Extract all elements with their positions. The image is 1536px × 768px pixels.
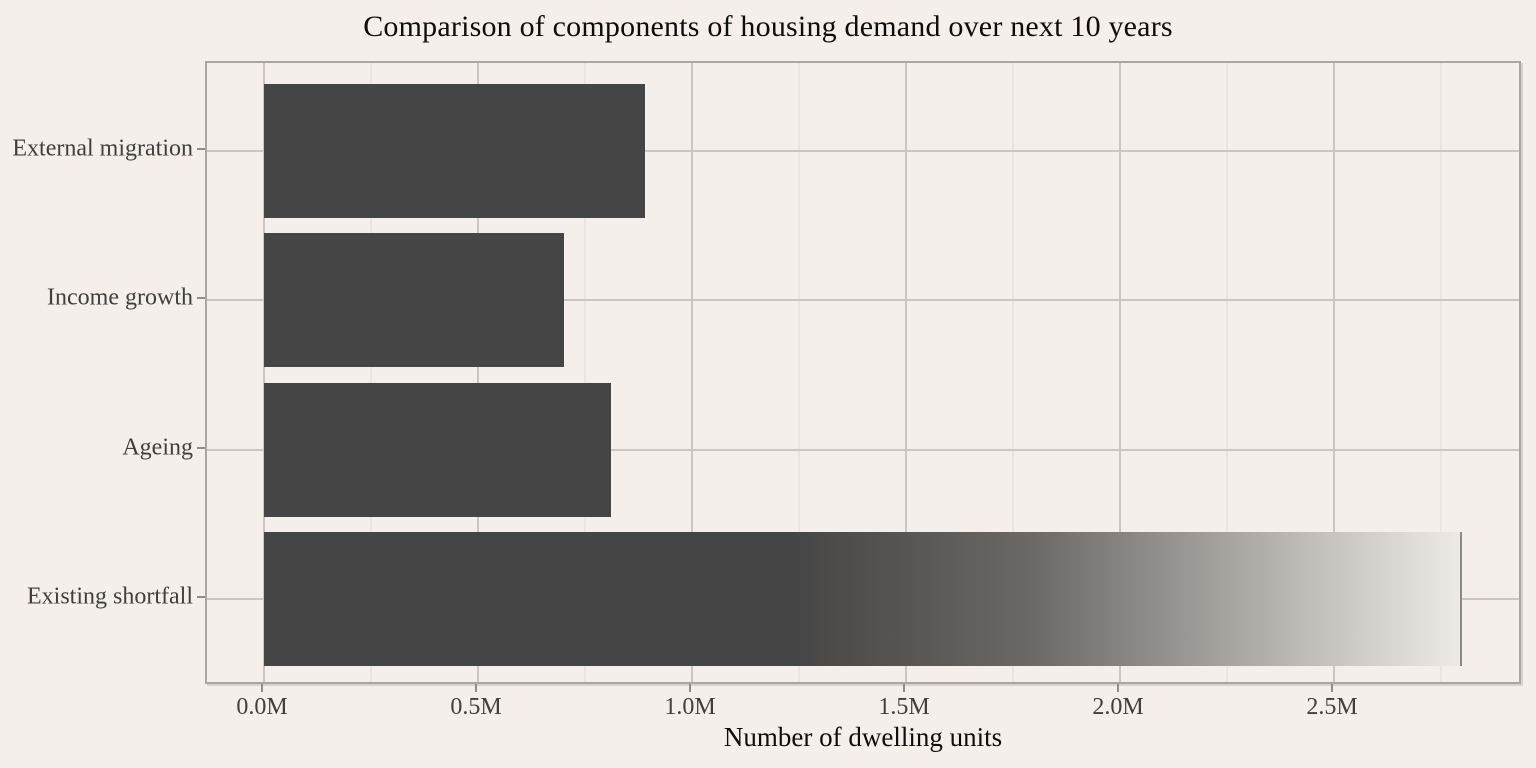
gridline-vertical-major: [263, 63, 265, 682]
y-axis-tick: [197, 446, 205, 449]
plot-panel: [205, 61, 1521, 684]
x-axis-tick: [903, 684, 905, 692]
bar-ageing: [264, 382, 611, 517]
x-axis-tick-label: 1.5M: [878, 694, 930, 720]
x-axis-tick: [1331, 684, 1333, 692]
gridline-vertical-major: [1333, 63, 1335, 682]
gridline-vertical-minor: [1440, 63, 1442, 682]
x-axis-tick: [1117, 684, 1119, 692]
gridline-vertical-minor: [584, 63, 586, 682]
x-axis-tick: [261, 684, 263, 692]
gridline-horizontal-major: [207, 150, 1519, 152]
bar-end-line: [1460, 532, 1463, 666]
bar-income-growth: [264, 233, 564, 368]
gridline-vertical-major: [905, 63, 907, 682]
x-axis-title: Number of dwelling units: [723, 722, 1003, 752]
y-axis-label-external-migration: External migration: [12, 135, 193, 162]
y-axis-tick: [197, 148, 205, 150]
y-axis-tick: [197, 297, 205, 300]
y-axis-label-ageing: Ageing: [122, 434, 193, 461]
y-axis-tick: [197, 596, 205, 598]
gridline-vertical-minor: [1226, 63, 1228, 682]
gridline-vertical-minor: [370, 63, 372, 682]
gridline-horizontal-major: [207, 299, 1519, 302]
x-axis-tick-label: 2.0M: [1092, 694, 1144, 720]
gridline-vertical-major: [1119, 63, 1121, 682]
x-axis-tick-label: 0.0M: [236, 694, 288, 720]
gridline-horizontal-major: [207, 448, 1519, 451]
gridline-vertical-minor: [798, 63, 800, 682]
bar-external-migration: [264, 84, 645, 218]
x-axis-tick-label: 1.0M: [664, 694, 716, 720]
x-axis-tick: [475, 684, 477, 692]
chart-title: Comparison of components of housing dema…: [363, 10, 1173, 43]
gridline-vertical-major: [691, 63, 693, 682]
gridline-vertical-minor: [1012, 63, 1014, 682]
x-axis-tick: [689, 684, 691, 692]
x-axis-tick-label: 2.5M: [1306, 694, 1358, 720]
x-axis-tick-label: 0.5M: [450, 694, 502, 720]
y-axis-label-existing-shortfall: Existing shortfall: [27, 583, 193, 610]
y-axis-label-income-growth: Income growth: [47, 284, 193, 311]
gridline-vertical-major: [477, 63, 479, 682]
bar-existing-shortfall: [264, 532, 1463, 666]
